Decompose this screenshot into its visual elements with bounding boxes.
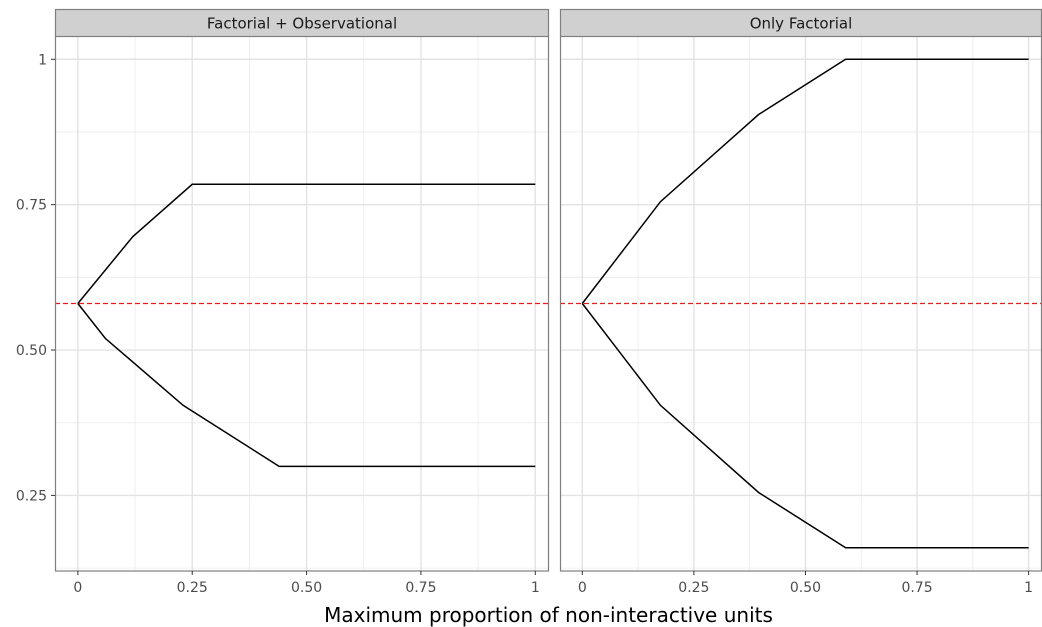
x-tick-label: 0: [578, 580, 587, 596]
x-tick-label: 0.75: [901, 580, 932, 596]
panel-2: Only Factorial 0 0.25 0.50 0.75 1: [559, 8, 1042, 596]
panel-1: Factorial + Observational 0 0.25 0.50 0.75 1 0…: [16, 8, 550, 596]
x-tick-label: 1: [1024, 580, 1033, 596]
x-tick-label: 0.50: [291, 580, 322, 596]
strip-label: Factorial + Observational: [207, 15, 397, 33]
y-tick-label: 0.75: [16, 198, 47, 214]
strip-background: [54, 8, 550, 38]
x-tick-label: 0.25: [177, 580, 208, 596]
strip-background: [559, 8, 1042, 38]
y-tick-label: 0.25: [16, 488, 47, 504]
x-tick-label: 0.25: [678, 580, 709, 596]
series-line-1: [77, 183, 536, 304]
x-tick-label: 0: [73, 580, 82, 596]
x-tick-label: 1: [531, 580, 540, 596]
y-tick-label: 1: [38, 52, 47, 68]
series-line-2: [77, 303, 536, 468]
series-line-1: [581, 58, 1029, 304]
strip-label: Only Factorial: [750, 15, 853, 33]
x-tick-label: 0.50: [790, 580, 821, 596]
series-line-2: [581, 303, 1029, 549]
x-axis-title: Maximum proportion of non-interactive un…: [324, 603, 773, 627]
y-tick-label: 0.50: [16, 343, 47, 359]
x-tick-label: 0.75: [405, 580, 436, 596]
